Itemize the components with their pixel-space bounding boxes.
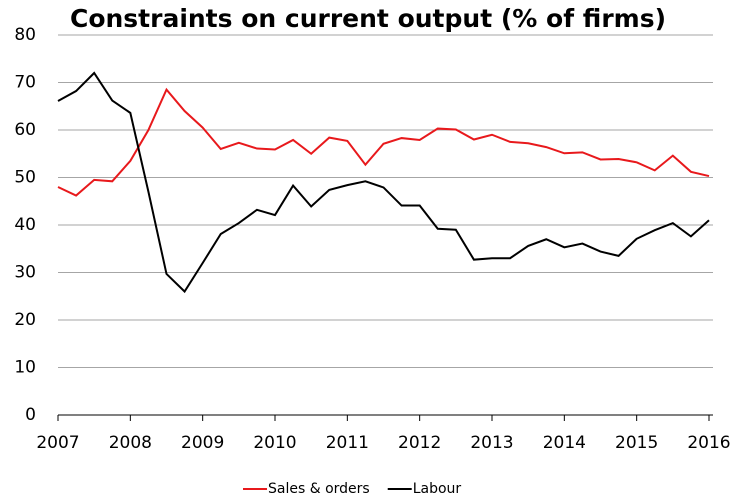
legend-label: Labour (413, 481, 462, 497)
y-tick-label: 40 (14, 215, 36, 235)
x-tick-label: 2012 (398, 433, 441, 453)
y-tick-label: 70 (14, 73, 36, 93)
x-tick-label: 2015 (615, 433, 658, 453)
y-tick-label: 20 (14, 310, 36, 330)
y-tick-label: 10 (14, 358, 36, 378)
series-line (57, 87, 710, 197)
x-tick-label: 2016 (687, 433, 730, 453)
x-tick-label: 2013 (470, 433, 513, 453)
y-tick-label: 80 (14, 25, 36, 45)
y-tick-label: 50 (14, 168, 36, 188)
x-tick-label: 2007 (36, 433, 79, 453)
x-tick-label: 2010 (253, 433, 296, 453)
y-tick-label: 0 (25, 405, 36, 425)
series-line (57, 71, 710, 294)
x-tick-label: 2009 (181, 433, 224, 453)
y-tick-label: 30 (14, 263, 36, 283)
y-tick-label: 60 (14, 120, 36, 140)
legend-label: Sales & orders (268, 481, 370, 497)
x-tick-label: 2011 (326, 433, 369, 453)
chart-title: Constraints on current output (% of firm… (70, 4, 666, 33)
x-tick-label: 2014 (543, 433, 586, 453)
x-tick-label: 2008 (109, 433, 152, 453)
